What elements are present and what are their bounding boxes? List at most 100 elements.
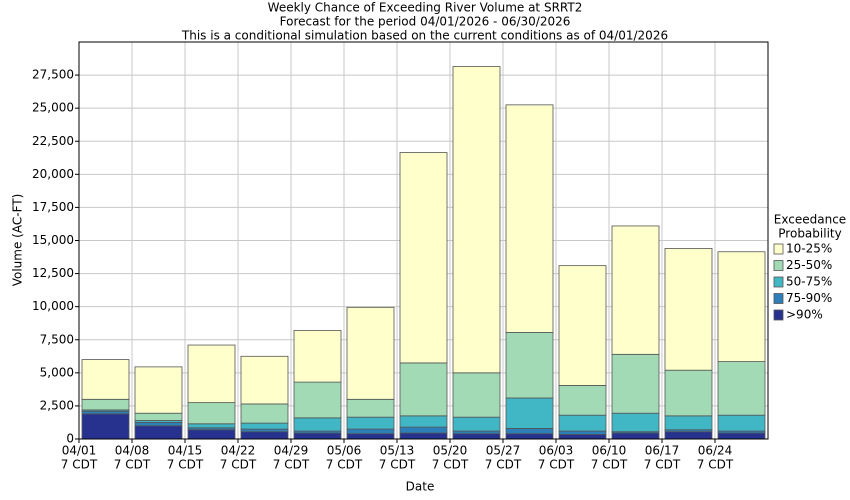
bar-segment (134, 425, 183, 440)
x-tick-label: 06/24 (698, 444, 733, 458)
bar-segment (240, 422, 289, 430)
x-tick-label: 06/03 (539, 444, 574, 458)
bar-segment (240, 355, 289, 405)
bar-segment (611, 353, 660, 414)
bar-segment (293, 330, 342, 383)
bar-segment (187, 402, 236, 425)
x-tick-sublabel: 7 CDT (114, 458, 151, 472)
bar-segment (558, 430, 607, 435)
bar-segment (81, 359, 130, 400)
bar-segment (558, 433, 607, 440)
bar-segment (558, 385, 607, 416)
bar-segment (134, 412, 183, 421)
y-axis-label: Volume (AC-FT) (11, 194, 25, 287)
x-tick-label: 06/10 (592, 444, 627, 458)
x-tick-sublabel: 7 CDT (697, 458, 734, 472)
bar-segment (81, 398, 130, 411)
bar-segment (664, 369, 713, 417)
legend-title: Probability (778, 227, 841, 241)
bar-segment (399, 415, 448, 428)
x-tick-label: 05/06 (327, 444, 362, 458)
x-tick-sublabel: 7 CDT (432, 458, 469, 472)
x-tick-label: 04/01 (62, 444, 97, 458)
bar-segment (399, 432, 448, 440)
bar-segment (505, 428, 554, 435)
y-tick-label: 7,500 (40, 332, 74, 346)
bar-segment (505, 397, 554, 429)
bar-segment (346, 428, 395, 435)
bar-segment (399, 152, 448, 364)
bar-segment (293, 417, 342, 432)
bar-segment (240, 403, 289, 424)
y-tick-label: 27,500 (32, 68, 74, 82)
bar-segment (134, 366, 183, 414)
bar-segment (134, 422, 183, 427)
legend-label: 75-90% (786, 291, 832, 305)
bar-segment (558, 265, 607, 386)
bar-segment (187, 423, 236, 429)
x-tick-sublabel: 7 CDT (167, 458, 204, 472)
bar-segment (399, 362, 448, 417)
chart-subtitle: This is a conditional simulation based o… (181, 29, 668, 43)
y-tick-label: 17,500 (32, 200, 74, 214)
legend-swatch (773, 293, 784, 304)
legend-label: 50-75% (786, 275, 832, 289)
x-tick-label: 04/22 (221, 444, 256, 458)
bar-segment (717, 251, 766, 362)
bar-segment (81, 413, 130, 440)
bar-segment (452, 66, 501, 374)
x-tick-label: 05/20 (433, 444, 468, 458)
bar-segment (664, 248, 713, 371)
plot-frame (78, 41, 769, 440)
bar-segment (346, 416, 395, 430)
bar-segment (505, 104, 554, 333)
bar-segment (611, 225, 660, 355)
legend-label: 10-25% (786, 242, 832, 256)
x-tick-label: 04/08 (115, 444, 150, 458)
bar-segment (611, 432, 660, 440)
x-tick-label: 04/15 (168, 444, 203, 458)
bar-segment (505, 433, 554, 440)
chart-title: Weekly Chance of Exceeding River Volume … (268, 1, 583, 15)
x-tick-sublabel: 7 CDT (273, 458, 310, 472)
x-tick-sublabel: 7 CDT (326, 458, 363, 472)
bar-segment (717, 414, 766, 432)
bar-segment (293, 432, 342, 440)
y-tick-label: 25,000 (32, 101, 74, 115)
bar-segment (293, 381, 342, 419)
bar-segment (664, 431, 713, 440)
legend-title: Exceedance (774, 213, 846, 227)
bar-segment (187, 344, 236, 404)
bar-segment (611, 412, 660, 433)
legend-label: 25-50% (786, 258, 832, 272)
x-tick-sublabel: 7 CDT (538, 458, 575, 472)
x-tick-label: 05/27 (486, 444, 521, 458)
x-tick-sublabel: 7 CDT (61, 458, 98, 472)
bar-segment (346, 433, 395, 440)
y-tick-label: 5,000 (40, 365, 74, 379)
y-tick-label: 20,000 (32, 167, 74, 181)
chart-subtitle: Forecast for the period 04/01/2026 - 06/… (280, 15, 571, 29)
bar-segment (240, 431, 289, 440)
y-tick-label: 2,500 (40, 398, 74, 412)
x-tick-sublabel: 7 CDT (379, 458, 416, 472)
bar-segment (717, 361, 766, 416)
bar-segment (187, 429, 236, 440)
y-tick-label: 0 (66, 432, 74, 446)
x-tick-sublabel: 7 CDT (644, 458, 681, 472)
bar-segment (664, 415, 713, 431)
bar-segment (346, 306, 395, 400)
x-tick-sublabel: 7 CDT (591, 458, 628, 472)
legend-swatch (773, 243, 784, 255)
legend-swatch (773, 276, 784, 288)
x-tick-label: 04/29 (274, 444, 309, 458)
y-tick-label: 15,000 (32, 233, 74, 247)
legend-swatch (773, 260, 784, 271)
x-tick-label: 05/13 (380, 444, 415, 458)
x-tick-sublabel: 7 CDT (220, 458, 257, 472)
bar-segment (452, 372, 501, 418)
bar-segment (452, 416, 501, 432)
bar-segment (505, 332, 554, 399)
bar-segment (717, 432, 766, 440)
bar-segment (399, 426, 448, 434)
